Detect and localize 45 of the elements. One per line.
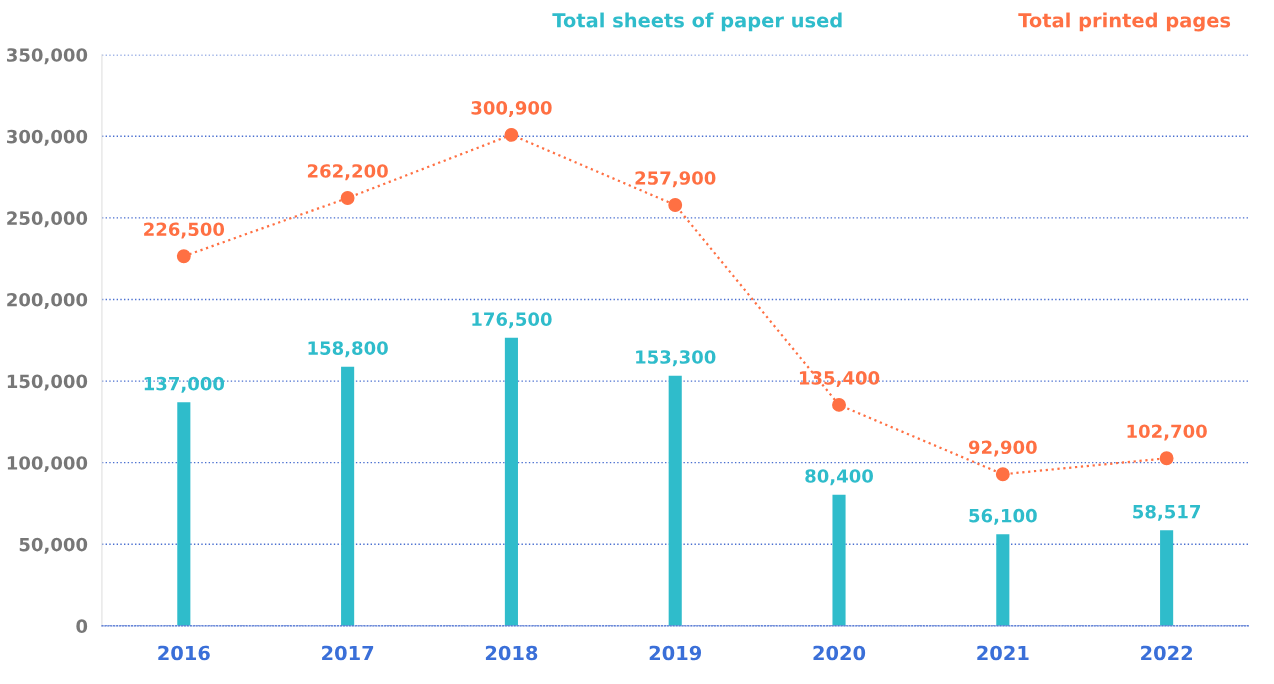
y-tick-label: 100,000 — [7, 456, 88, 473]
x-tick-label: 2022 — [1141, 645, 1192, 661]
data-label: 92,900 — [968, 440, 1037, 457]
bar — [832, 494, 846, 626]
data-label: 176,500 — [472, 312, 552, 329]
point — [340, 191, 355, 205]
text: Total printed pages — [1018, 12, 1231, 32]
data-label: 158,800 — [308, 341, 388, 358]
point — [995, 467, 1010, 482]
data-label: 300,900 — [471, 101, 552, 117]
point — [504, 127, 519, 142]
bar — [177, 402, 191, 626]
bar — [668, 375, 682, 626]
data-label: 80,400 — [805, 469, 873, 486]
point — [176, 249, 191, 264]
y-tick-label: 250,000 — [7, 211, 88, 228]
y-tick-label: 150,000 — [7, 374, 88, 391]
data-label: 58,517 — [1133, 504, 1201, 521]
x-tick-label: 2019 — [649, 645, 702, 661]
point — [832, 397, 846, 412]
y-tick-label: 50,000 — [19, 537, 88, 554]
y-tick-label: 0 — [76, 619, 88, 633]
data-label: 137,000 — [144, 376, 225, 393]
point — [668, 198, 683, 212]
y-tick-label: 350,000 — [7, 48, 88, 65]
data-label: 226,500 — [144, 222, 225, 239]
x-tick-label: 2017 — [322, 645, 374, 661]
text: Total sheets of paper used — [552, 12, 842, 32]
x-tick-label: 2021 — [977, 645, 1029, 661]
data-label: 262,200 — [307, 164, 388, 181]
data-label: 257,900 — [635, 171, 716, 188]
bar — [504, 337, 518, 626]
data-label: 135,400 — [799, 371, 880, 388]
data-label: 102,700 — [1127, 424, 1207, 441]
bar — [341, 366, 355, 626]
bar — [996, 534, 1010, 626]
y-tick-label: 200,000 — [7, 292, 88, 309]
x-tick-label: 2020 — [813, 645, 866, 661]
x-tick-label: 2018 — [485, 645, 538, 661]
data-label: 153,300 — [636, 350, 716, 367]
x-tick-label: 2016 — [158, 645, 210, 661]
y-tick-label: 300,000 — [7, 129, 88, 146]
bar — [1160, 530, 1174, 626]
data-label: 56,100 — [969, 508, 1037, 525]
point — [1159, 451, 1174, 466]
